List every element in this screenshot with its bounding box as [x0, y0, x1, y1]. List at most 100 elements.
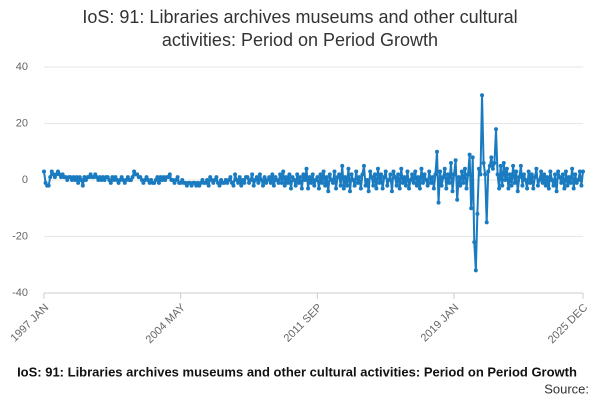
data-point	[424, 178, 429, 182]
data-point	[295, 172, 300, 177]
data-point	[268, 180, 273, 185]
data-point	[408, 178, 413, 182]
data-point	[498, 163, 503, 168]
data-point	[506, 186, 511, 191]
data-point	[346, 166, 351, 171]
data-point	[237, 175, 242, 180]
data-point	[337, 172, 342, 177]
data-point	[562, 186, 567, 191]
data-point	[517, 175, 522, 180]
data-point	[306, 186, 311, 191]
data-point	[568, 180, 573, 185]
data-point	[267, 175, 272, 180]
data-point	[334, 186, 339, 191]
data-point	[363, 183, 368, 188]
data-point	[312, 183, 317, 188]
data-point	[559, 180, 564, 185]
data-point	[340, 163, 345, 168]
data-point	[393, 175, 398, 180]
data-point	[489, 155, 494, 160]
data-point	[256, 180, 261, 185]
data-point	[330, 180, 335, 185]
data-point	[410, 172, 415, 177]
footer-title: IoS: 91: Libraries archives museums and …	[17, 364, 577, 379]
y-tick-label: -40	[12, 287, 28, 299]
data-point	[543, 183, 548, 188]
data-point	[525, 186, 530, 191]
data-point	[156, 180, 161, 185]
data-point	[545, 175, 550, 180]
data-point	[296, 180, 301, 185]
data-point	[439, 183, 444, 188]
data-point	[421, 180, 426, 185]
data-point	[341, 186, 346, 191]
data-point	[155, 175, 160, 180]
data-point	[270, 172, 275, 177]
data-point	[361, 163, 366, 168]
data-point	[76, 180, 81, 185]
data-point	[74, 175, 79, 180]
data-point	[444, 186, 449, 191]
data-point	[327, 172, 332, 177]
data-point	[434, 149, 439, 154]
data-point	[430, 175, 435, 180]
data-point	[494, 127, 499, 132]
data-point	[365, 178, 370, 182]
data-point	[490, 166, 495, 171]
data-point	[537, 178, 542, 182]
data-point	[399, 166, 404, 171]
data-point	[352, 183, 357, 188]
data-point	[236, 180, 241, 185]
data-point	[518, 163, 523, 168]
data-point	[357, 175, 362, 180]
data-point	[130, 175, 135, 180]
data-point	[228, 175, 233, 180]
data-point	[254, 175, 259, 180]
data-point	[554, 189, 559, 194]
data-point	[358, 186, 363, 191]
data-point	[250, 172, 255, 177]
chart-title: IoS: 91: Libraries archives museums and …	[82, 7, 518, 50]
data-point	[511, 163, 516, 168]
data-point	[205, 178, 210, 182]
data-point	[320, 180, 325, 185]
data-point	[459, 169, 464, 174]
data-point	[400, 180, 405, 185]
data-point	[261, 183, 266, 188]
data-point	[419, 166, 424, 171]
data-point	[417, 186, 422, 191]
data-point	[427, 169, 432, 174]
data-point	[326, 189, 331, 194]
data-point	[348, 189, 353, 194]
data-point	[539, 169, 544, 174]
data-point	[299, 186, 304, 191]
data-point	[287, 172, 292, 177]
data-point	[233, 172, 238, 177]
data-point	[475, 211, 480, 216]
data-point	[571, 186, 576, 191]
data-point	[565, 183, 570, 188]
data-point	[383, 169, 388, 174]
data-point	[433, 172, 438, 177]
x-tick-label: 2019 JAN	[419, 302, 462, 345]
data-point	[394, 183, 399, 188]
data-point	[448, 161, 453, 166]
data-point	[397, 186, 402, 191]
data-point	[108, 180, 113, 185]
data-point	[548, 169, 553, 174]
data-point	[323, 183, 328, 188]
data-point	[497, 186, 502, 191]
data-point	[351, 178, 356, 182]
data-point	[526, 169, 531, 174]
data-point	[388, 172, 393, 177]
data-point	[245, 175, 250, 180]
data-point	[360, 172, 365, 177]
data-point	[521, 172, 526, 177]
data-point	[470, 155, 475, 160]
data-point	[377, 180, 382, 185]
data-point	[481, 161, 486, 166]
data-point	[292, 178, 297, 182]
data-point	[276, 180, 281, 185]
